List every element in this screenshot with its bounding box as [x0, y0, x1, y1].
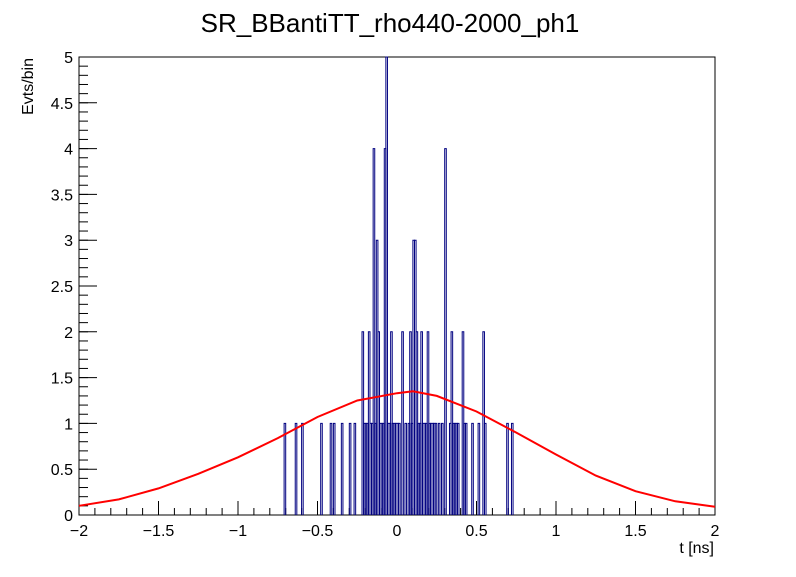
histogram-bin: [320, 422, 323, 515]
x-tick-label: −2: [70, 523, 88, 540]
histogram-bin: [456, 422, 460, 515]
x-tick-label: −0.5: [302, 523, 334, 540]
histogram-bin: [471, 422, 474, 515]
histogram-bin: [510, 422, 514, 515]
x-tick-label: 1.5: [624, 523, 646, 540]
histogram-bin: [483, 422, 487, 515]
x-tick-label: −1: [229, 523, 247, 540]
y-tick-label: 2.5: [51, 279, 73, 296]
fit-curve: [78, 390, 716, 508]
histogram-bin: [301, 422, 304, 515]
histogram-bin: [348, 422, 352, 515]
histogram-bin: [283, 422, 287, 515]
histogram-bin: [434, 422, 438, 515]
histogram-bin: [353, 422, 357, 515]
histogram-bin: [437, 422, 441, 515]
histogram-bin: [404, 422, 408, 515]
histogram-bin: [294, 422, 298, 515]
histogram-bin: [464, 422, 468, 515]
histogram-bin: [385, 56, 388, 515]
y-tick-label: 0.5: [51, 462, 73, 479]
histogram-bin: [401, 331, 404, 515]
x-tick-label: 1: [552, 523, 561, 540]
histogram-bin: [340, 422, 344, 515]
histogram-bin: [441, 422, 444, 515]
y-tick-label: 3: [64, 233, 73, 250]
x-tick-label: 0: [393, 523, 402, 540]
chart-title: SR_BBantiTT_rho440-2000_ph1: [201, 8, 580, 38]
histogram-bin: [477, 422, 481, 515]
y-tick-label: 1: [64, 416, 73, 433]
y-tick-label: 0: [64, 508, 73, 525]
y-tick-label: 4: [64, 142, 73, 159]
histogram-bin: [329, 422, 333, 515]
x-axis-label: t [ns]: [679, 540, 714, 557]
y-tick-label: 3.5: [51, 187, 73, 204]
y-tick-label: 5: [64, 50, 73, 67]
y-tick-label: 4.5: [51, 96, 73, 113]
x-tick-label: 0.5: [465, 523, 487, 540]
y-tick-label: 2: [64, 325, 73, 342]
x-tick-label: −1.5: [143, 523, 175, 540]
histogram-bin: [444, 148, 447, 515]
plot-area: −2 −1.5 −1 −0.5 0 0.5 1 1.5 2 0 0.5 1 1.5 2 2.5 3 3.5 4 4.…: [51, 50, 720, 540]
histogram-bin: [506, 422, 509, 515]
y-tick-label: 1.5: [51, 371, 73, 388]
x-tick-label: 2: [711, 523, 720, 540]
histogram-bin: [398, 422, 401, 515]
histogram-bin: [372, 148, 376, 515]
histogram-bin: [332, 422, 336, 515]
y-axis-label: Evts/bin: [20, 58, 37, 115]
